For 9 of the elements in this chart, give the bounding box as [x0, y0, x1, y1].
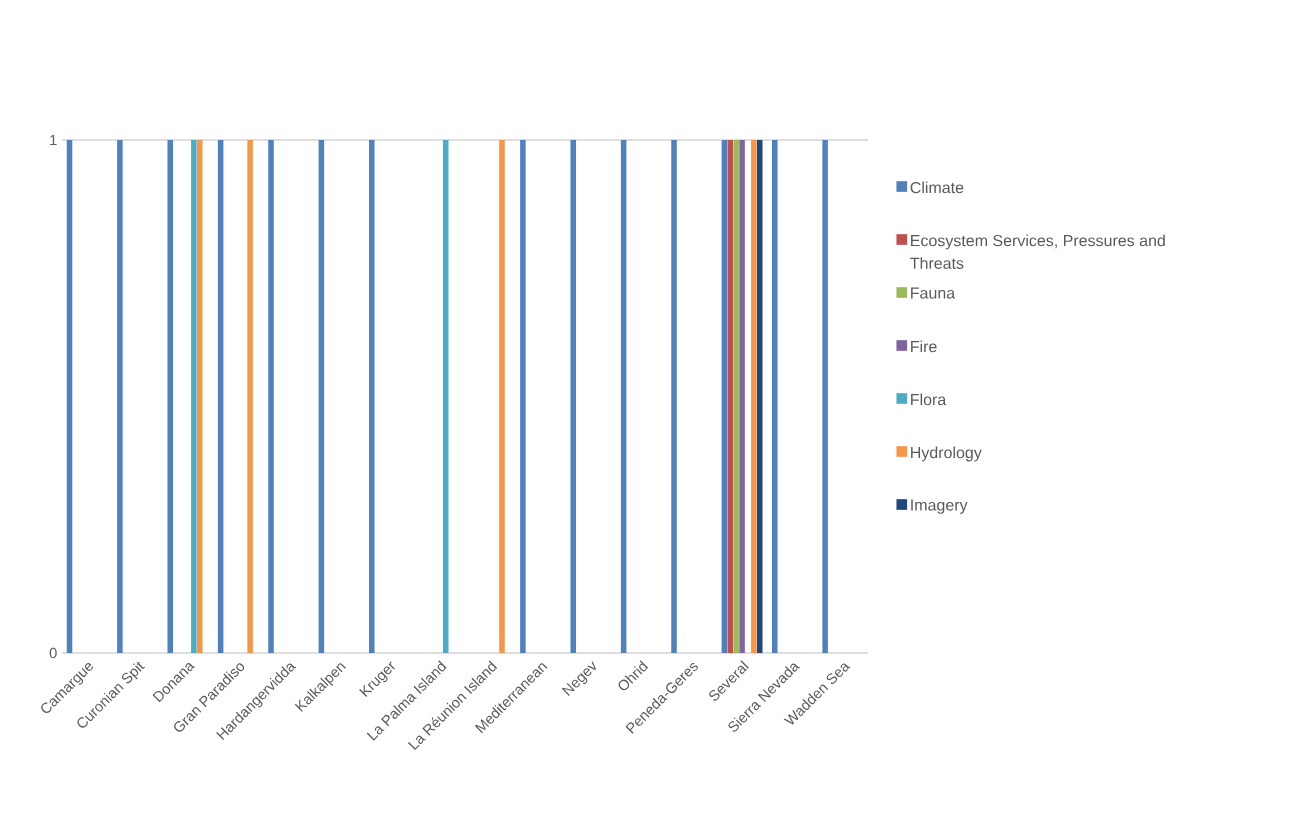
legend-label: Climate	[910, 181, 964, 194]
legend-label: Flora	[911, 393, 947, 406]
y-tick-label: 0	[49, 647, 57, 659]
legend-label: Imagery	[911, 499, 968, 514]
legend-label: Ecosystem Services, Pressures and Threats	[910, 234, 1165, 269]
y-tick-label: 1	[50, 134, 57, 146]
legend-label: Fauna	[911, 287, 956, 299]
legend-label: Hydrology	[911, 446, 982, 462]
legend-label: Fire	[911, 340, 937, 353]
